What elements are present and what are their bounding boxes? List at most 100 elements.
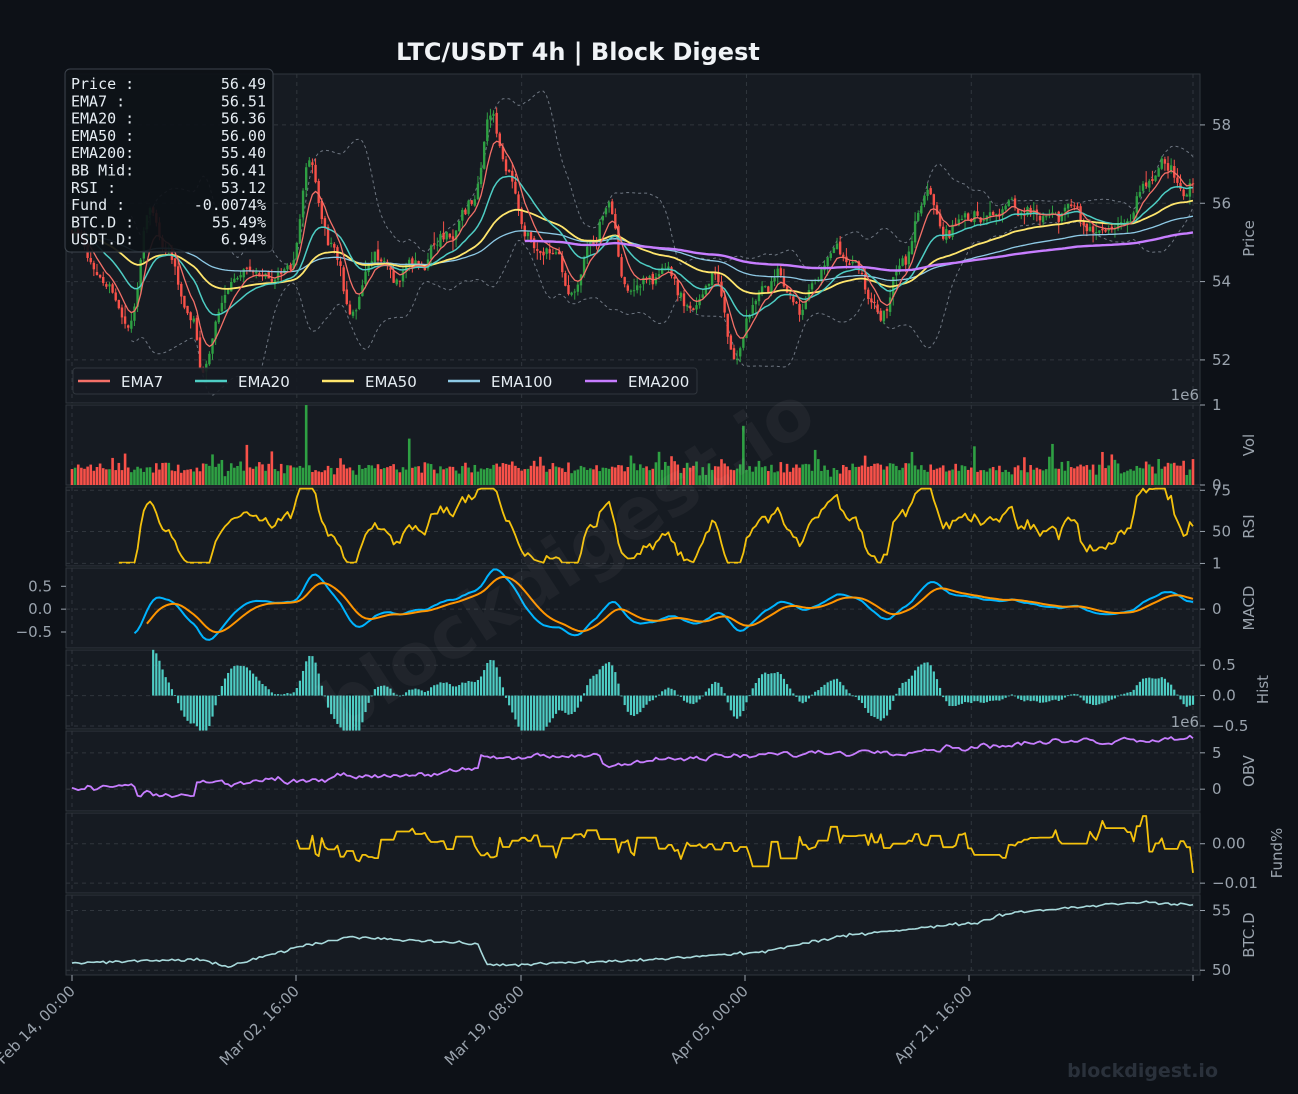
hist-bar	[283, 693, 286, 696]
candle-body	[657, 274, 661, 277]
volume-bar	[954, 463, 957, 485]
volume-bar	[623, 471, 626, 485]
hist-bar	[798, 695, 801, 702]
volume-bar	[283, 473, 286, 485]
volume-bar	[220, 459, 224, 485]
volume-bar	[442, 469, 445, 485]
volume-bar	[186, 469, 189, 485]
hist-bar	[804, 695, 807, 702]
hist-bar	[195, 695, 199, 727]
hist-bar	[598, 669, 601, 696]
volume-bar	[642, 467, 645, 485]
volume-bar	[676, 464, 680, 485]
volume-bar	[1129, 469, 1132, 485]
candle-body	[557, 251, 561, 255]
hist-bar	[280, 694, 283, 696]
hist-bar	[745, 695, 748, 703]
y-tick-label: 55	[1212, 902, 1231, 920]
hist-bar	[607, 662, 611, 696]
hist-bar	[276, 694, 280, 696]
hist-bar	[826, 682, 829, 696]
hist-bar	[870, 695, 873, 716]
candle-body	[354, 310, 358, 312]
candle-body	[255, 271, 258, 274]
candle-body	[283, 269, 286, 273]
volume-bar	[710, 469, 714, 485]
volume-bar	[988, 468, 992, 485]
candle-body	[1163, 159, 1167, 164]
hist-bar	[333, 695, 336, 719]
volume-bar	[1069, 467, 1073, 485]
hist-bar	[689, 695, 692, 704]
hist-bar	[264, 686, 267, 696]
volume-bar	[545, 471, 548, 485]
candle-body	[629, 290, 633, 292]
hist-bar	[252, 673, 255, 696]
volume-bar	[854, 466, 858, 485]
hist-bar	[1116, 695, 1120, 697]
candle-body	[473, 199, 477, 206]
volume-bar	[820, 470, 823, 485]
hist-bar	[895, 693, 898, 696]
candle-body	[342, 267, 345, 292]
volume-bar	[261, 464, 264, 485]
volume-bar	[639, 464, 642, 485]
volume-bar	[1141, 468, 1145, 485]
candle-body	[176, 266, 180, 285]
y-tick-label: 50	[1212, 961, 1231, 979]
volume-bar	[607, 468, 611, 485]
volume-bar	[1107, 465, 1110, 485]
candle-body	[108, 284, 111, 287]
volume-bar	[895, 465, 898, 485]
hist-bar	[1157, 678, 1160, 696]
candle-body	[436, 244, 439, 246]
volume-bar	[595, 465, 598, 485]
hist-bar	[642, 695, 645, 708]
hist-bar	[270, 692, 273, 696]
volume-bar	[579, 465, 583, 485]
candle-body	[242, 269, 245, 278]
candle-body	[1016, 209, 1020, 216]
candle-body	[801, 309, 804, 316]
hist-bar	[539, 695, 542, 736]
hist-bar	[576, 695, 579, 708]
footer-watermark: blockdigest.io	[1067, 1060, 1218, 1082]
candle-body	[798, 304, 801, 315]
candle-body	[461, 209, 464, 221]
candle-body	[698, 299, 701, 306]
hist-bar	[152, 649, 155, 696]
hist-bar	[714, 681, 717, 696]
volume-bar	[279, 463, 283, 485]
candle-body	[417, 261, 420, 266]
candle-body	[782, 277, 786, 287]
y-axis-label: Fund%	[1268, 828, 1286, 879]
volume-bar	[770, 464, 773, 485]
hist-bar	[767, 673, 770, 696]
candle-body	[810, 283, 814, 290]
hist-bar	[823, 684, 826, 696]
candle-body	[89, 258, 92, 263]
candle-body	[913, 221, 917, 243]
y-tick-label: 5	[1212, 744, 1222, 762]
y-axis-label: OBV	[1240, 754, 1258, 787]
hist-bar	[483, 670, 486, 696]
volume-bar	[1066, 461, 1070, 485]
candle-body	[773, 277, 776, 282]
hist-bar	[461, 682, 464, 696]
volume-bar	[1019, 470, 1023, 485]
candle-body	[804, 300, 808, 310]
candle-body	[292, 260, 295, 269]
volume-bar	[398, 472, 402, 485]
volume-bar	[888, 463, 892, 485]
volume-bar	[851, 463, 854, 485]
volume-bar	[417, 466, 420, 485]
candle-body	[414, 260, 417, 265]
volume-bar	[1010, 474, 1014, 485]
candle-body	[1132, 212, 1135, 220]
volume-bar	[920, 465, 923, 485]
candle-body	[807, 290, 811, 301]
hist-bar	[729, 695, 732, 711]
hist-bar	[1151, 678, 1154, 696]
hist-bar	[904, 681, 907, 696]
y-tick-label: 0.00	[1212, 835, 1245, 853]
